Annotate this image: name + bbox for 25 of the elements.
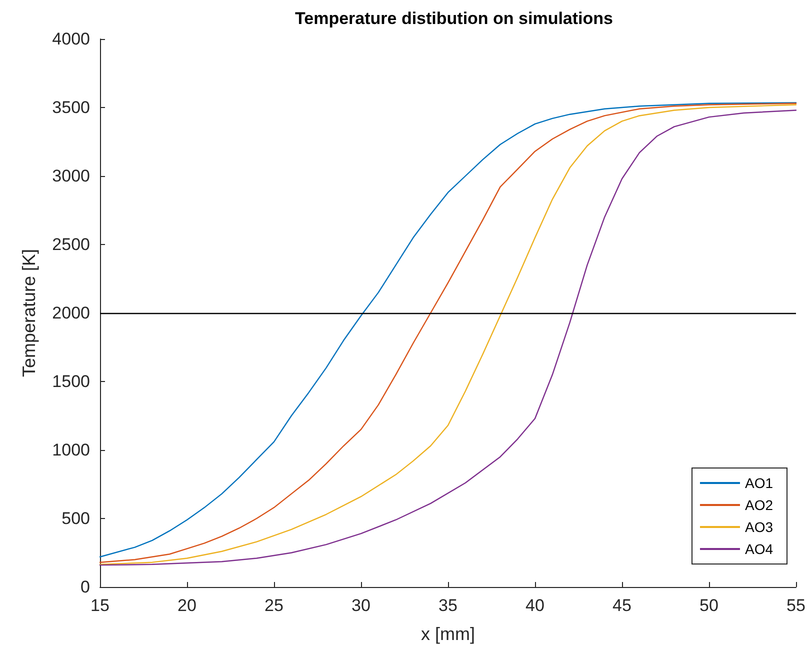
x-tick-label: 25 <box>264 596 284 615</box>
y-tick-label: 2000 <box>52 304 90 322</box>
y-tick-label: 3000 <box>52 166 90 186</box>
y-tick-label: 500 <box>62 509 90 528</box>
x-tick-label: 45 <box>612 596 632 615</box>
legend-label: AO4 <box>744 541 774 557</box>
x-tick-label: 50 <box>700 596 718 615</box>
x-tick-label: 35 <box>438 596 458 615</box>
x-tick-label: 30 <box>352 596 370 615</box>
x-tick-label: 55 <box>786 596 806 615</box>
y-tick-label: 1000 <box>52 440 90 460</box>
chart-title: Temperature distibution on simulations <box>295 9 613 28</box>
x-axis-title: x [mm] <box>421 624 475 644</box>
legend-label: AO3 <box>744 519 774 535</box>
y-tick-label: 1500 <box>52 372 90 391</box>
y-axis-title: Temperature [K] <box>19 248 39 378</box>
y-tick-label: 0 <box>80 578 90 596</box>
y-tick-label: 4000 <box>52 30 90 48</box>
legend-label: AO1 <box>744 475 774 491</box>
x-tick-label: 15 <box>90 596 110 615</box>
x-tick-label: 40 <box>526 596 544 615</box>
y-tick-label: 2500 <box>52 235 90 254</box>
y-tick-label: 3500 <box>52 98 90 117</box>
legend-label: AO2 <box>744 497 774 513</box>
x-tick-label: 20 <box>178 596 196 615</box>
